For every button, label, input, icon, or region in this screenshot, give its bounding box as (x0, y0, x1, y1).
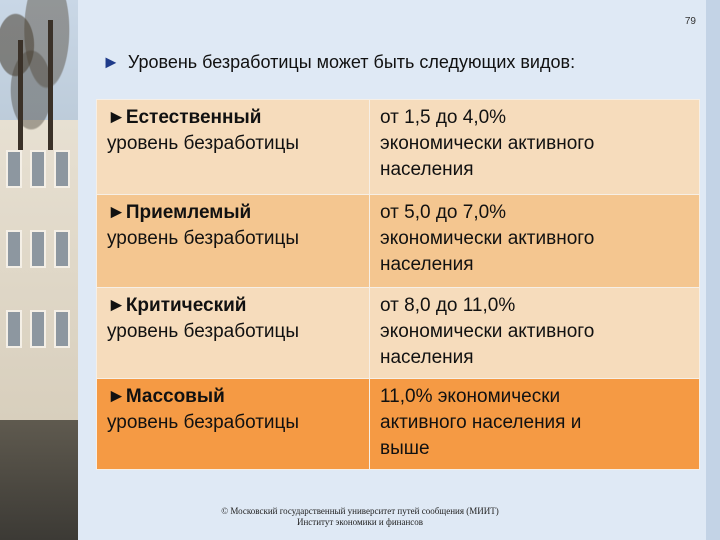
footer-credit: © Московский государственный университет… (150, 506, 570, 528)
range-cell: 11,0% экономически активного населения и… (369, 378, 700, 470)
level-suffix: уровень безработицы (107, 133, 300, 154)
range-line: экономически активного (380, 321, 595, 342)
range-line: от 1,5 до 4,0% (380, 107, 507, 128)
window (30, 150, 46, 188)
level-name: Массовый (125, 386, 225, 407)
range-line: населения (380, 159, 474, 180)
level-suffix: уровень безработицы (107, 321, 300, 342)
table-row: ►Массовый уровень безработицы 11,0% экон… (96, 378, 700, 470)
range-line: экономически активного (380, 133, 595, 154)
level-name: Приемлемый (125, 202, 252, 223)
level-cell: ►Естественный уровень безработицы (96, 99, 370, 195)
window (6, 230, 22, 268)
level-name: Критический (125, 295, 247, 316)
range-line: от 5,0 до 7,0% (380, 202, 507, 223)
slide-headline: ► Уровень безработицы может быть следующи… (102, 52, 702, 73)
unemployment-table: ►Естественный уровень безработицы от 1,5… (96, 99, 700, 470)
level-suffix: уровень безработицы (107, 412, 300, 433)
window (54, 310, 70, 348)
level-cell: ►Критический уровень безработицы (96, 287, 370, 379)
range-cell: от 1,5 до 4,0% экономически активного на… (369, 99, 700, 195)
bullet-arrow-icon: ► (102, 52, 120, 72)
window (30, 310, 46, 348)
range-line: населения (380, 347, 474, 368)
headline-text: Уровень безработицы может быть следующих… (127, 52, 576, 72)
building-photo (0, 0, 78, 540)
footer-line: Институт экономики и финансов (296, 517, 424, 527)
level-cell: ►Массовый уровень безработицы (96, 378, 370, 470)
level-name: Естественный (125, 107, 262, 128)
street-ground (0, 420, 78, 540)
table-row: ►Естественный уровень безработицы от 1,5… (96, 99, 700, 195)
range-line: населения (380, 254, 474, 275)
range-cell: от 8,0 до 11,0% экономически активного н… (369, 287, 700, 379)
table-row: ►Критический уровень безработицы от 8,0 … (96, 287, 700, 379)
window (6, 310, 22, 348)
bullet-arrow-icon: ► (107, 202, 126, 223)
window (54, 230, 70, 268)
table-row: ►Приемлемый уровень безработицы от 5,0 д… (96, 194, 700, 288)
range-line: активного населения и (380, 412, 582, 433)
range-line: от 8,0 до 11,0% (380, 295, 516, 316)
range-cell: от 5,0 до 7,0% экономически активного на… (369, 194, 700, 288)
window (30, 230, 46, 268)
level-suffix: уровень безработицы (107, 228, 300, 249)
range-line: 11,0% экономически (380, 386, 561, 407)
bullet-arrow-icon: ► (107, 107, 126, 128)
footer-line: © Московский государственный университет… (221, 506, 499, 516)
tree-trunk (18, 40, 23, 150)
tree-foliage (0, 0, 78, 150)
bullet-arrow-icon: ► (107, 295, 126, 316)
range-line: экономически активного (380, 228, 595, 249)
window (6, 150, 22, 188)
page-number: 79 (684, 16, 696, 27)
panel-edge (706, 0, 720, 540)
bullet-arrow-icon: ► (107, 386, 126, 407)
tree-trunk (48, 20, 53, 150)
window (54, 150, 70, 188)
range-line: выше (380, 438, 430, 459)
level-cell: ►Приемлемый уровень безработицы (96, 194, 370, 288)
